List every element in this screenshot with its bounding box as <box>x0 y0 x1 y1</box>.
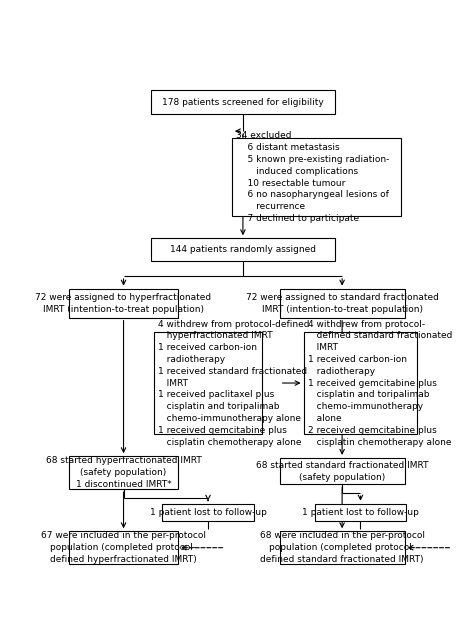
FancyBboxPatch shape <box>69 532 178 564</box>
Text: 178 patients screened for eligibility: 178 patients screened for eligibility <box>162 97 324 107</box>
Text: 68 were included in the per-protocol
population (completed protocol-
defined sta: 68 were included in the per-protocol pop… <box>260 532 425 564</box>
FancyBboxPatch shape <box>280 289 405 318</box>
FancyBboxPatch shape <box>232 138 401 216</box>
FancyBboxPatch shape <box>315 504 406 521</box>
Text: 4 withdrew from protocol-
   defined standard fractionated
   IMRT
1 received ca: 4 withdrew from protocol- defined standa… <box>308 320 452 447</box>
Text: 144 patients randomly assigned: 144 patients randomly assigned <box>170 245 316 254</box>
Text: 72 were assigned to standard fractionated
IMRT (intention-to-treat population): 72 were assigned to standard fractionate… <box>246 292 438 313</box>
FancyBboxPatch shape <box>69 456 178 489</box>
Text: 1 patient lost to follow-up: 1 patient lost to follow-up <box>302 508 419 517</box>
Text: 34 excluded
    6 distant metastasis
    5 known pre-existing radiation-
       : 34 excluded 6 distant metastasis 5 known… <box>237 131 390 223</box>
Text: 1 patient lost to follow-up: 1 patient lost to follow-up <box>150 508 266 517</box>
FancyBboxPatch shape <box>280 532 405 564</box>
FancyBboxPatch shape <box>69 289 178 318</box>
Text: 4 withdrew from protocol-defined
   hyperfractionated IMRT
1 received carbon-ion: 4 withdrew from protocol-defined hyperfr… <box>158 320 310 447</box>
FancyBboxPatch shape <box>151 90 335 114</box>
Text: 72 were assigned to hyperfractionated
IMRT (intention-to-treat population): 72 were assigned to hyperfractionated IM… <box>36 292 211 313</box>
FancyBboxPatch shape <box>154 332 262 434</box>
Text: 68 started standard fractionated IMRT
(safety population): 68 started standard fractionated IMRT (s… <box>256 461 428 482</box>
Text: 68 started hyperfractionated IMRT
(safety population)
1 discontinued IMRT*: 68 started hyperfractionated IMRT (safet… <box>46 456 201 489</box>
FancyBboxPatch shape <box>280 458 405 484</box>
FancyBboxPatch shape <box>151 238 335 262</box>
Text: 67 were included in the per-protocol
population (completed protocol-
defined hyp: 67 were included in the per-protocol pop… <box>41 532 206 564</box>
FancyBboxPatch shape <box>303 332 418 434</box>
FancyBboxPatch shape <box>162 504 254 521</box>
